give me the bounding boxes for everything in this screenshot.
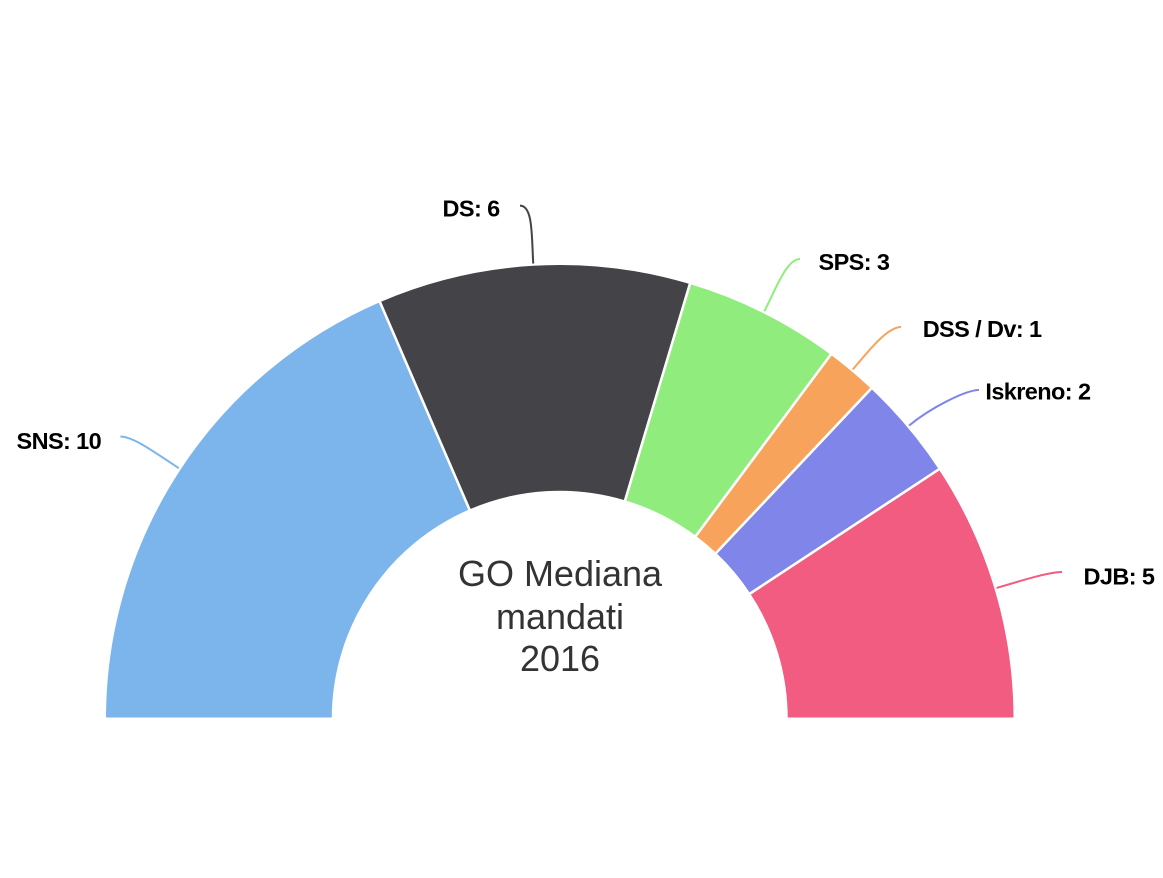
svg-text:mandati: mandati [496, 596, 624, 637]
svg-text:Iskreno: 2: Iskreno: 2 [985, 378, 1091, 404]
svg-text:DJB: 5: DJB: 5 [1084, 564, 1155, 590]
svg-text:SNS: 10: SNS: 10 [17, 428, 102, 454]
svg-text:2016: 2016 [520, 638, 600, 679]
svg-text:DSS / Dv: 1: DSS / Dv: 1 [923, 316, 1042, 342]
svg-text:SPS: 3: SPS: 3 [819, 249, 890, 275]
svg-text:GO Mediana: GO Mediana [458, 553, 663, 594]
svg-text:DS: 6: DS: 6 [443, 196, 501, 222]
